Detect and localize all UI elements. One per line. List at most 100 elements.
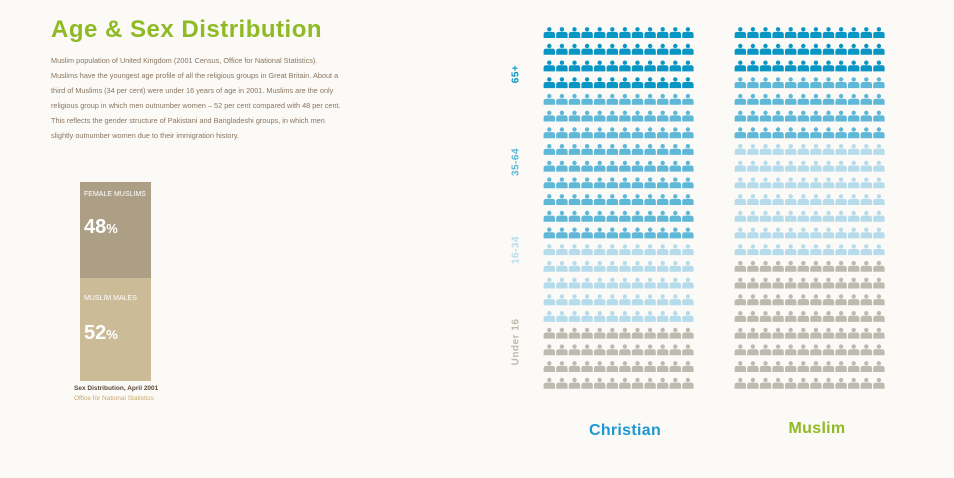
person-figure-christian-16-34 [631,244,644,256]
person-figure-muslim-35-64 [848,110,860,122]
person-figure-muslim-35-64 [810,93,822,105]
person-figure-muslim-65-plus [860,27,872,38]
person-figure-christian-35-64 [568,177,581,189]
person-figure-muslim-16-34 [797,194,809,205]
person-figure-christian-35-64 [669,210,681,222]
person-figure-muslim-16-34 [734,194,746,205]
male-segment: MUSLIM MALES 52% [80,278,151,381]
female-label: FEMALE MUSLIMS [84,191,146,198]
person-figure-christian-16-34 [669,311,681,322]
person-figure-muslim-under-16 [734,344,746,356]
person-figure-muslim-65-plus [772,27,784,38]
person-figure-muslim-65-plus [835,27,847,38]
person-figure-muslim-under-16 [759,327,772,339]
person-figure-muslim-16-34 [797,177,809,189]
person-figure-muslim-35-64 [860,77,872,89]
person-figure-christian-16-34 [682,260,694,272]
person-figure-muslim-under-16 [810,311,822,322]
person-figure-christian-35-64 [644,93,656,105]
person-figure-muslim-under-16 [734,361,746,372]
person-figure-muslim-35-64 [734,77,746,89]
person-figure-muslim-35-64 [810,110,822,122]
person-figure-christian-16-34 [631,277,644,289]
person-figure-muslim-under-16 [785,361,797,372]
person-figure-muslim-16-34 [810,160,822,172]
person-figure-muslim-35-64 [785,77,797,89]
person-figure-muslim-35-64 [822,93,835,105]
person-figure-muslim-35-64 [785,93,797,105]
person-figure-muslim-under-16 [785,260,797,272]
person-figure-muslim-35-64 [835,77,847,89]
category-label-muslim: Muslim [788,420,846,437]
person-figure-muslim-16-34 [810,227,822,239]
person-figure-muslim-35-64 [860,127,872,139]
person-figure-muslim-35-64 [772,110,784,122]
person-figure-muslim-16-34 [810,244,822,256]
person-figure-christian-under-16 [619,377,631,389]
person-figure-muslim-35-64 [797,110,809,122]
person-figure-muslim-16-34 [848,210,860,222]
person-figure-muslim-under-16 [759,294,772,306]
person-figure-muslim-16-34 [797,144,809,155]
person-figure-muslim-under-16 [822,294,835,306]
person-figure-christian-16-34 [594,277,606,289]
person-figure-christian-65-plus [657,27,669,38]
person-figure-muslim-65-plus [860,43,872,55]
person-figure-muslim-under-16 [759,377,772,389]
person-figure-christian-35-64 [631,160,644,172]
person-figure-muslim-under-16 [835,311,847,322]
person-figure-christian-under-16 [581,327,593,339]
person-figure-christian-35-64 [644,210,656,222]
person-figure-christian-under-16 [619,361,631,372]
person-figure-christian-65-plus [644,60,656,72]
person-figure-christian-under-16 [543,377,555,389]
person-figure-muslim-under-16 [860,294,872,306]
person-figure-christian-65-plus [619,77,631,89]
person-figure-muslim-under-16 [835,327,847,339]
person-figure-christian-16-34 [669,244,681,256]
person-figure-muslim-under-16 [785,327,797,339]
person-figure-christian-35-64 [631,127,644,139]
person-figure-christian-16-34 [594,260,606,272]
person-figure-muslim-under-16 [873,260,885,272]
person-figure-christian-35-64 [669,93,681,105]
person-figure-muslim-under-16 [873,327,885,339]
person-figure-christian-35-64 [606,110,618,122]
person-figure-christian-under-16 [606,361,618,372]
person-figure-muslim-under-16 [810,327,822,339]
person-figure-muslim-65-plus [822,60,835,72]
person-figure-christian-35-64 [594,210,606,222]
person-figure-christian-35-64 [669,177,681,189]
person-figure-christian-under-16 [594,361,606,372]
person-figure-muslim-35-64 [734,127,746,139]
person-figure-christian-under-16 [657,361,669,372]
person-figure-christian-35-64 [556,177,568,189]
person-figure-christian-65-plus [568,27,581,38]
person-figure-muslim-65-plus [873,60,885,72]
person-figure-muslim-16-34 [860,160,872,172]
person-figure-muslim-under-16 [860,377,872,389]
person-figure-christian-16-34 [644,277,656,289]
person-figure-christian-under-16 [657,327,669,339]
person-figure-christian-35-64 [644,227,656,239]
person-figure-christian-16-34 [556,311,568,322]
person-figure-christian-65-plus [669,27,681,38]
person-figure-muslim-under-16 [797,377,809,389]
person-figure-christian-35-64 [556,227,568,239]
person-figure-muslim-under-16 [860,327,872,339]
person-figure-muslim-16-34 [822,227,835,239]
person-figure-christian-under-16 [568,327,581,339]
person-figure-muslim-35-64 [797,127,809,139]
person-figure-muslim-35-64 [873,77,885,89]
person-figure-muslim-35-64 [835,127,847,139]
person-figure-muslim-under-16 [785,311,797,322]
person-figure-muslim-65-plus [797,60,809,72]
person-figure-muslim-16-34 [835,144,847,155]
person-figure-christian-35-64 [581,177,593,189]
person-figure-christian-16-34 [657,260,669,272]
person-figure-christian-65-plus [682,27,694,38]
person-figure-muslim-under-16 [797,294,809,306]
person-figure-muslim-65-plus [785,27,797,38]
person-figure-christian-35-64 [682,93,694,105]
person-figure-muslim-16-34 [747,144,759,155]
